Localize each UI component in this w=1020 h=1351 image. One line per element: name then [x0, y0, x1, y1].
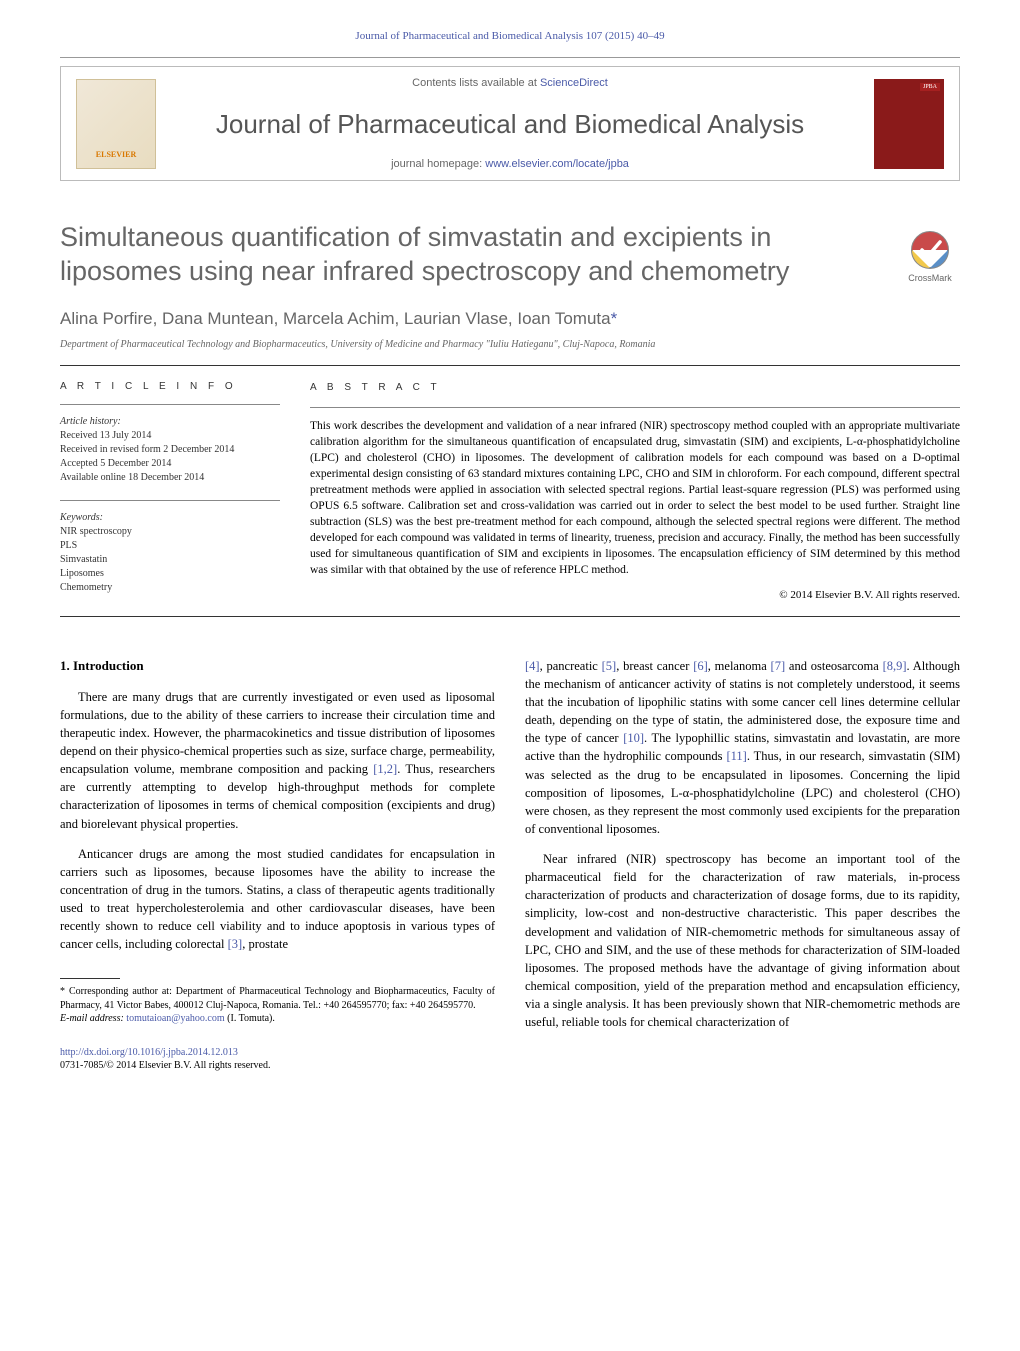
citation-link[interactable]: [7] — [771, 659, 786, 673]
paragraph: There are many drugs that are currently … — [60, 688, 495, 833]
footnote-separator — [60, 978, 120, 979]
keyword: NIR spectroscopy — [60, 525, 280, 539]
contents-line: Contents lists available at ScienceDirec… — [156, 77, 864, 89]
citation-link[interactable]: [1,2] — [373, 762, 397, 776]
top-divider — [60, 57, 960, 58]
elsevier-logo: ELSEVIER — [76, 79, 156, 169]
abstract-divider — [310, 407, 960, 408]
section-heading: 1. Introduction — [60, 657, 495, 676]
rule-1 — [60, 365, 960, 366]
svg-text:CrossMark: CrossMark — [908, 273, 952, 283]
received-date: Received 13 July 2014 — [60, 429, 280, 443]
homepage-link[interactable]: www.elsevier.com/locate/jpba — [485, 158, 629, 170]
rule-2 — [60, 616, 960, 617]
crossmark-icon[interactable]: CrossMark — [900, 225, 960, 285]
paragraph: [4], pancreatic [5], breast cancer [6], … — [525, 657, 960, 838]
online-date: Available online 18 December 2014 — [60, 471, 280, 485]
body-columns: 1. Introduction There are many drugs tha… — [60, 657, 960, 1072]
doi-link[interactable]: http://dx.doi.org/10.1016/j.jpba.2014.12… — [60, 1047, 238, 1058]
masthead-center: Contents lists available at ScienceDirec… — [156, 77, 864, 170]
citation-link[interactable]: [5] — [602, 659, 617, 673]
keyword: Liposomes — [60, 567, 280, 581]
masthead: ELSEVIER Contents lists available at Sci… — [60, 66, 960, 181]
accepted-date: Accepted 5 December 2014 — [60, 457, 280, 471]
corresponding-footnote: * Corresponding author at: Department of… — [60, 985, 495, 1012]
email-link[interactable]: tomutaioan@yahoo.com — [126, 1013, 224, 1024]
keyword: Simvastatin — [60, 553, 280, 567]
doi-block: http://dx.doi.org/10.1016/j.jpba.2014.12… — [60, 1046, 495, 1072]
keywords-block: Keywords: NIR spectroscopy PLS Simvastat… — [60, 511, 280, 595]
abstract-copyright: © 2014 Elsevier B.V. All rights reserved… — [310, 588, 960, 603]
paragraph: Near infrared (NIR) spectroscopy has bec… — [525, 850, 960, 1031]
homepage-line: journal homepage: www.elsevier.com/locat… — [156, 158, 864, 170]
running-header-link[interactable]: Journal of Pharmaceutical and Biomedical… — [355, 30, 664, 42]
abstract: A B S T R A C T This work describes the … — [310, 381, 960, 604]
article-title: Simultaneous quantification of simvastat… — [60, 221, 880, 289]
column-right: [4], pancreatic [5], breast cancer [6], … — [525, 657, 960, 1072]
info-divider-1 — [60, 404, 280, 405]
info-abstract-row: A R T I C L E I N F O Article history: R… — [60, 381, 960, 604]
citation-link[interactable]: [3] — [228, 937, 243, 951]
history-block: Article history: Received 13 July 2014 R… — [60, 415, 280, 485]
authors-list: Alina Porfire, Dana Muntean, Marcela Ach… — [60, 309, 611, 328]
footnotes: * Corresponding author at: Department of… — [60, 985, 495, 1026]
article-info: A R T I C L E I N F O Article history: R… — [60, 381, 280, 604]
citation-link[interactable]: [10] — [623, 731, 644, 745]
authors: Alina Porfire, Dana Muntean, Marcela Ach… — [60, 309, 960, 329]
history-label: Article history: — [60, 415, 280, 429]
citation-link[interactable]: [6] — [693, 659, 708, 673]
article-info-label: A R T I C L E I N F O — [60, 381, 280, 392]
keyword: Chemometry — [60, 581, 280, 595]
paragraph: Anticancer drugs are among the most stud… — [60, 845, 495, 954]
corresponding-marker: * — [611, 309, 618, 328]
abstract-label: A B S T R A C T — [310, 381, 960, 395]
title-row: Simultaneous quantification of simvastat… — [60, 221, 960, 289]
email-footnote: E-mail address: tomutaioan@yahoo.com (I.… — [60, 1012, 495, 1026]
column-left: 1. Introduction There are many drugs tha… — [60, 657, 495, 1072]
journal-cover-thumbnail — [874, 79, 944, 169]
keyword: PLS — [60, 539, 280, 553]
issn-copyright: 0731-7085/© 2014 Elsevier B.V. All right… — [60, 1059, 495, 1072]
citation-link[interactable]: [4] — [525, 659, 540, 673]
info-divider-2 — [60, 500, 280, 501]
affiliation: Department of Pharmaceutical Technology … — [60, 339, 960, 350]
citation-link[interactable]: [11] — [726, 749, 746, 763]
running-header: Journal of Pharmaceutical and Biomedical… — [60, 30, 960, 42]
homepage-prefix: journal homepage: — [391, 158, 485, 170]
abstract-text: This work describes the development and … — [310, 418, 960, 579]
journal-name: Journal of Pharmaceutical and Biomedical… — [156, 109, 864, 140]
revised-date: Received in revised form 2 December 2014 — [60, 443, 280, 457]
contents-prefix: Contents lists available at — [412, 77, 540, 89]
sciencedirect-link[interactable]: ScienceDirect — [540, 77, 608, 89]
keywords-label: Keywords: — [60, 511, 280, 525]
citation-link[interactable]: [8,9] — [883, 659, 907, 673]
